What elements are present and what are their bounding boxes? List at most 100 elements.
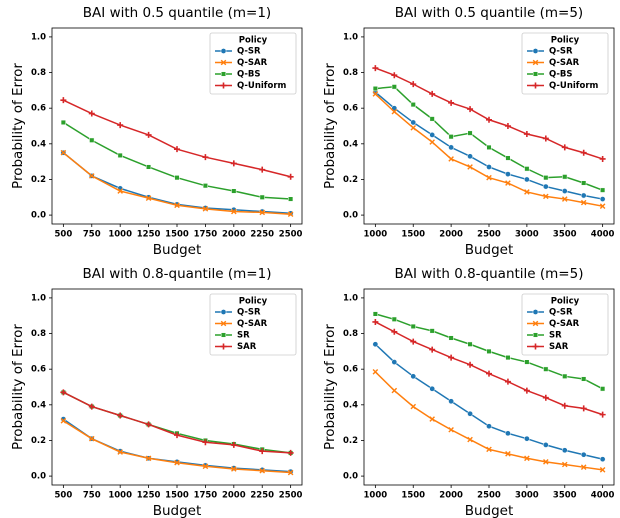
y-tick-label: 0.6 [343,365,358,375]
marker [287,211,294,217]
marker [599,467,606,473]
legend-box [521,32,609,95]
marker [220,343,227,350]
marker [220,332,227,338]
marker [60,119,66,125]
marker [220,320,227,327]
x-tick-label: 1500 [401,230,425,240]
marker [231,466,237,472]
marker [486,446,492,453]
y-axis-label: Probability of Error [10,324,26,450]
marker [220,71,227,77]
x-tick-label: 2250 [250,230,274,240]
legend-label: Q-SR [549,47,573,57]
legend-label: SAR [549,342,569,352]
marker [561,461,568,468]
marker [523,131,530,138]
marker [448,144,454,151]
marker [561,447,568,454]
marker [505,171,511,177]
marker [202,206,209,212]
marker [410,119,417,126]
marker [60,97,67,104]
x-tick-label: 2500 [477,230,501,240]
legend-label: Q-BS [237,70,261,80]
marker [410,124,417,131]
marker [372,91,379,97]
x-tick-label: 1750 [194,491,218,501]
marker [60,389,67,396]
marker [543,193,549,200]
marker [532,48,539,54]
marker [532,59,539,66]
legend-box [521,293,609,356]
marker [202,154,209,161]
marker [505,180,511,186]
marker [599,411,606,418]
marker [230,441,237,448]
marker [486,348,492,354]
marker [287,449,294,456]
marker [523,387,530,394]
y-tick-label: 0.6 [343,104,358,114]
subplot-title: BAI with 0.5 quantile (m=5) [395,5,583,21]
y-tick-label: 0.0 [31,211,46,221]
marker [117,188,123,194]
marker [429,116,435,122]
y-tick-label: 1.0 [343,32,358,42]
marker [288,196,294,202]
marker [391,72,398,79]
marker [448,426,454,433]
marker [410,323,416,329]
marker [174,432,180,439]
y-axis-label: Probability of Error [10,63,26,189]
marker [486,423,492,430]
marker [524,176,530,183]
legend-title: Policy [551,36,580,46]
x-tick-label: 1500 [401,491,425,501]
marker [372,311,378,317]
marker [88,435,95,442]
x-tick-label: 2500 [279,230,303,240]
legend-label: Q-SAR [549,58,580,68]
marker [174,202,180,209]
marker [532,332,539,338]
marker [448,335,454,341]
marker [372,318,379,325]
marker [259,166,266,173]
x-tick-label: 2000 [439,230,463,240]
marker [429,385,436,392]
y-tick-label: 0.8 [343,329,358,339]
marker [410,81,417,88]
marker [88,110,95,117]
legend-label: Q-Uniform [237,81,287,91]
legend-title: Policy [239,36,268,46]
marker [259,467,266,474]
x-tick-label: 500 [54,491,72,501]
series-line [374,93,603,207]
x-tick-label: 1750 [194,230,218,240]
x-tick-label: 3500 [553,230,577,240]
marker [524,455,530,462]
marker [532,71,539,77]
marker [117,449,123,455]
marker [599,155,606,162]
x-tick-label: 1000 [108,230,132,240]
marker [117,412,124,419]
subplot-title: BAI with 0.8-quantile (m=1) [83,266,272,282]
x-tick-label: 1500 [165,230,189,240]
marker [448,398,454,405]
marker [524,435,530,442]
marker [600,187,606,193]
marker [580,149,587,156]
x-tick-label: 1500 [165,491,189,501]
y-axis-label: Probability of Error [322,63,338,189]
x-tick-label: 750 [83,491,101,501]
marker [599,203,606,209]
x-tick-label: 500 [54,230,72,240]
marker [561,188,568,194]
marker [174,146,180,153]
marker [581,376,587,382]
subplot-title: BAI with 0.5 quantile (m=1) [83,5,271,21]
